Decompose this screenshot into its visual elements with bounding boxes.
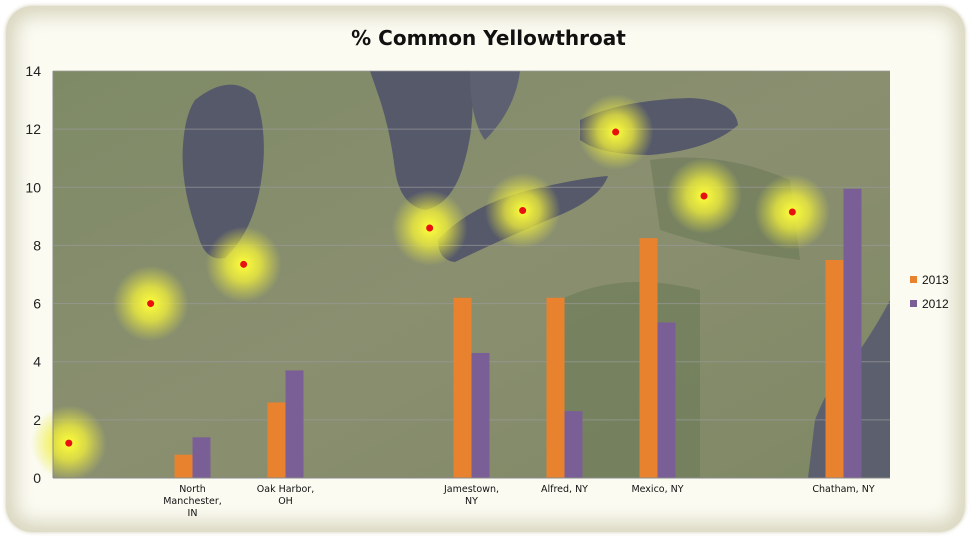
bar-2012 [471, 352, 490, 478]
y-tick-label: 12 [25, 121, 41, 137]
x-tick-label: Jamestown, NY [443, 484, 499, 507]
bar-2012 [285, 370, 304, 478]
x-tick-label-line: NY [465, 496, 478, 507]
legend-swatch-2013 [910, 276, 917, 283]
y-tick-label: 4 [33, 354, 41, 370]
x-tick-label: North Manchester, IN [163, 484, 222, 519]
legend-label-2013: 2013 [922, 273, 949, 287]
bar-2012 [564, 411, 583, 478]
bar-2012 [192, 437, 211, 478]
x-tick-label-line: Chatham, NY [812, 484, 874, 495]
y-tick-label: 0 [33, 470, 41, 486]
bar-2013 [639, 238, 658, 478]
x-tick-label-line: Mexico, NY [631, 484, 683, 495]
y-tick-label: 10 [25, 179, 41, 195]
x-tick-label-line: Alfred, NY [541, 484, 588, 495]
map-marker [788, 208, 796, 216]
y-tick-label: 14 [25, 63, 41, 79]
map-marker [700, 192, 708, 200]
lake-huron [370, 71, 473, 210]
y-tick-label: 6 [33, 296, 41, 312]
bar-2013 [174, 454, 193, 478]
x-tick-label-line: Jamestown, [443, 484, 499, 495]
chart-title: % Common Yellowthroat [351, 26, 626, 50]
map-marker [240, 260, 248, 268]
map-marker [65, 439, 73, 447]
y-tick-label: 2 [33, 412, 41, 428]
x-tick-label-line: Oak Harbor, [257, 484, 314, 495]
bar-2012 [657, 322, 676, 478]
legend-swatch-2012 [910, 300, 917, 307]
map-marker [426, 224, 434, 232]
bar-2012 [843, 188, 862, 478]
georgian-bay [470, 71, 520, 140]
x-tick-label: Mexico, NY [631, 484, 683, 495]
bar-2013 [825, 259, 844, 478]
x-tick-label-line: IN [188, 508, 198, 519]
x-tick-label-line: Manchester, [163, 496, 222, 507]
bar-2013 [267, 402, 286, 478]
map-marker [147, 300, 155, 308]
x-tick-label-line: North [179, 484, 206, 495]
bar-2013 [453, 297, 472, 478]
x-tick-label: Oak Harbor, OH [257, 484, 314, 507]
x-tick-label: Alfred, NY [541, 484, 588, 495]
x-tick-label: Chatham, NY [812, 484, 874, 495]
lake-michigan [182, 84, 264, 259]
x-tick-label-line: OH [278, 496, 293, 507]
map-marker [612, 128, 620, 136]
map-marker [519, 207, 527, 215]
bar-2013 [546, 297, 565, 478]
legend-label-2012: 2012 [922, 297, 949, 311]
y-tick-label: 8 [33, 237, 41, 253]
